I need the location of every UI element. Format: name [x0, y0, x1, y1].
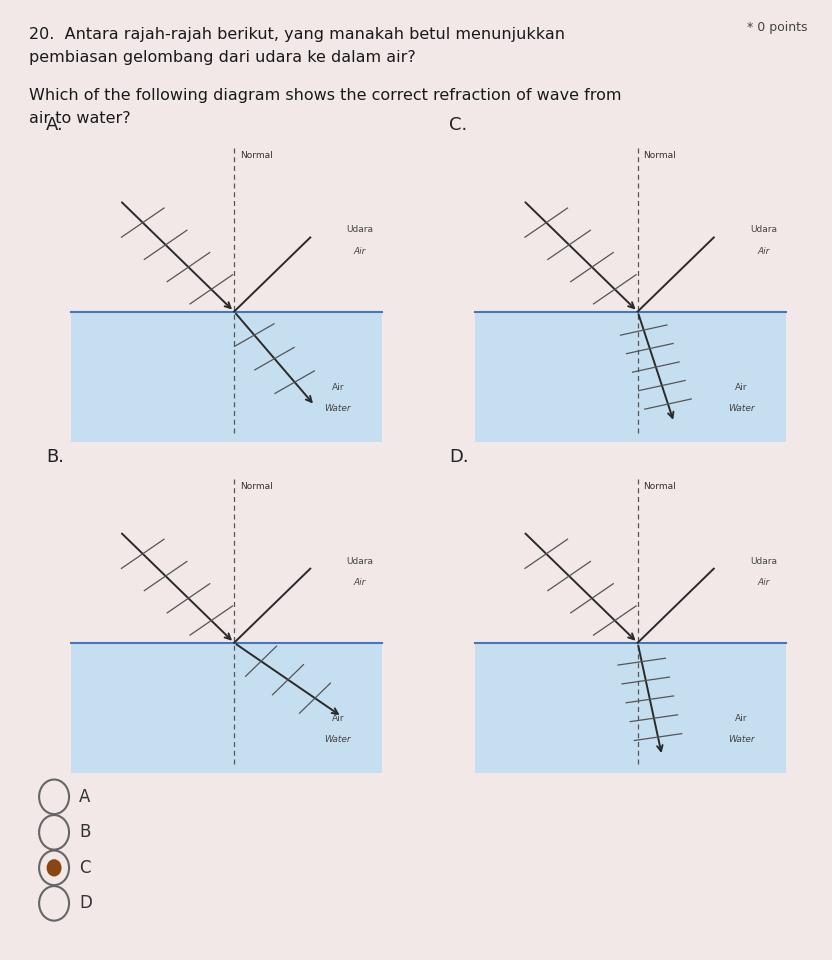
Text: 20.  Antara rajah-rajah berikut, yang manakah betul menunjukkan: 20. Antara rajah-rajah berikut, yang man… — [29, 27, 565, 42]
Text: Water: Water — [728, 735, 755, 744]
Text: * 0 points: * 0 points — [746, 21, 807, 35]
Text: Air: Air — [331, 714, 344, 723]
Text: Udara: Udara — [750, 226, 777, 234]
Text: Air: Air — [354, 247, 366, 255]
Text: Air: Air — [735, 714, 748, 723]
Text: D.: D. — [449, 447, 469, 466]
Text: Air: Air — [354, 578, 366, 587]
Text: Water: Water — [324, 735, 351, 744]
Text: Water: Water — [324, 404, 351, 413]
Bar — [72, 312, 382, 442]
Text: D: D — [79, 895, 92, 912]
Text: Normal: Normal — [240, 483, 272, 492]
Text: Air: Air — [331, 383, 344, 392]
Bar — [475, 643, 785, 773]
Text: Normal: Normal — [643, 152, 676, 160]
Text: Air: Air — [757, 578, 770, 587]
Text: A.: A. — [46, 116, 63, 134]
Text: Normal: Normal — [240, 152, 272, 160]
Text: Which of the following diagram shows the correct refraction of wave from: Which of the following diagram shows the… — [29, 88, 622, 104]
Text: C.: C. — [449, 116, 468, 134]
Text: Udara: Udara — [346, 226, 374, 234]
Text: B: B — [79, 824, 91, 841]
Text: Air: Air — [735, 383, 748, 392]
Text: Water: Water — [728, 404, 755, 413]
Text: pembiasan gelombang dari udara ke dalam air?: pembiasan gelombang dari udara ke dalam … — [29, 50, 416, 65]
Bar — [72, 643, 382, 773]
Text: Air: Air — [757, 247, 770, 255]
Text: A: A — [79, 788, 91, 805]
Text: air to water?: air to water? — [29, 111, 131, 127]
Text: C: C — [79, 859, 91, 876]
Text: Normal: Normal — [643, 483, 676, 492]
Text: Udara: Udara — [750, 557, 777, 565]
Text: B.: B. — [46, 447, 64, 466]
Bar — [475, 312, 785, 442]
Text: Udara: Udara — [346, 557, 374, 565]
